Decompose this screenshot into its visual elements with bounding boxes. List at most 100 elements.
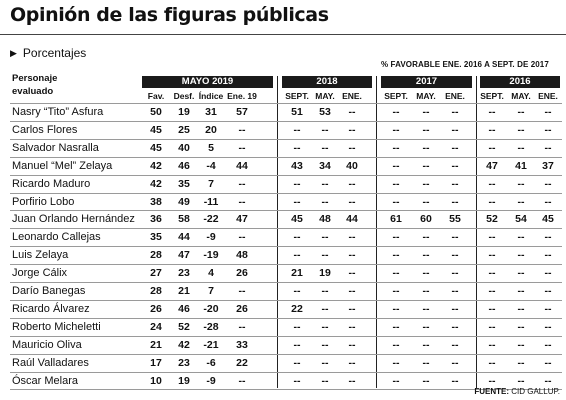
table-cell: 45	[150, 141, 162, 154]
column-header-0: Fav.	[147, 91, 165, 101]
column-header-10: SEPT.	[480, 91, 504, 101]
table-cell: 19	[319, 267, 331, 280]
group-header-1: 2018	[282, 76, 372, 88]
column-header-4: SEPT.	[285, 91, 309, 101]
row-header-line-2: evaluado	[12, 86, 54, 97]
table-cell: --	[392, 195, 400, 208]
table-cell: --	[422, 267, 430, 280]
table-cell: 26	[236, 302, 248, 315]
table-cell: 20	[205, 123, 217, 136]
table-cell: --	[422, 177, 430, 190]
group-divider-1	[376, 76, 377, 388]
table-cell: --	[488, 285, 496, 297]
chart-title: Opinión de las figuras públicas	[10, 4, 329, 26]
table-cell: --	[293, 356, 301, 369]
group-divider-2	[476, 76, 477, 388]
table-cell: --	[517, 231, 525, 244]
table-cell: 23	[178, 267, 190, 280]
table-cell: --	[293, 374, 301, 387]
table-cell: 4	[208, 267, 214, 280]
table-cell: 47	[486, 159, 498, 172]
table-cell: 40	[178, 141, 190, 154]
table-cell: --	[544, 374, 552, 387]
table-cell: --	[517, 249, 525, 262]
table-cell: --	[517, 195, 525, 208]
table-cell: --	[517, 106, 525, 118]
person-name: Luis Zelaya	[12, 249, 69, 262]
table-cell: -19	[203, 249, 219, 262]
table-cell: --	[517, 356, 525, 369]
column-header-11: MAY.	[511, 91, 531, 101]
table-cell: 51	[291, 106, 303, 118]
table-cell: --	[451, 249, 459, 262]
table-cell: --	[348, 141, 356, 154]
table-cell: --	[422, 338, 430, 351]
table-cell: --	[488, 106, 496, 118]
table-cell: --	[321, 231, 329, 244]
table-cell: --	[321, 177, 329, 190]
person-name: Juan Orlando Hernández	[12, 213, 135, 226]
table-cell: 52	[178, 320, 190, 333]
table-cell: --	[348, 302, 356, 315]
person-name: Manuel “Mel” Zelaya	[12, 159, 113, 172]
table-cell: 19	[178, 106, 190, 118]
table-cell: --	[238, 141, 246, 154]
table-cell: --	[517, 123, 525, 136]
row-divider	[10, 371, 562, 373]
table-cell: --	[451, 356, 459, 369]
table-cell: --	[321, 320, 329, 333]
title-divider	[0, 34, 566, 35]
row-divider	[10, 228, 562, 230]
table-cell: --	[517, 302, 525, 315]
table-cell: 5	[208, 141, 214, 154]
group-header-2: 2017	[381, 76, 472, 88]
table-cell: --	[544, 338, 552, 351]
person-name: Nasry “Tito” Asfura	[12, 106, 104, 118]
table-cell: --	[348, 320, 356, 333]
table-cell: -9	[206, 231, 216, 244]
table-cell: 41	[515, 159, 527, 172]
table-cell: --	[488, 249, 496, 262]
table-cell: 40	[346, 159, 358, 172]
table-cell: --	[238, 374, 246, 387]
table-cell: --	[392, 177, 400, 190]
table-cell: 36	[150, 213, 162, 226]
table-cell: --	[422, 285, 430, 297]
table-cell: --	[451, 123, 459, 136]
table-cell: 24	[150, 320, 162, 333]
row-divider	[10, 192, 562, 194]
table-cell: --	[238, 195, 246, 208]
table-cell: --	[544, 195, 552, 208]
table-cell: 21	[291, 267, 303, 280]
table-cell: --	[422, 195, 430, 208]
table-cell: --	[392, 374, 400, 387]
table-cell: --	[422, 320, 430, 333]
table-cell: 42	[150, 177, 162, 190]
table-cell: --	[422, 374, 430, 387]
person-name: Darío Banegas	[12, 285, 86, 297]
table-cell: 42	[150, 159, 162, 172]
table-cell: --	[321, 249, 329, 262]
table-cell: --	[348, 195, 356, 208]
table-cell: --	[238, 177, 246, 190]
table-cell: --	[348, 338, 356, 351]
table-cell: 26	[150, 302, 162, 315]
subtitle: ▶ Porcentajes	[10, 46, 86, 60]
table-cell: --	[544, 141, 552, 154]
table-cell: --	[392, 141, 400, 154]
table-cell: -4	[206, 159, 216, 172]
person-name: Carlos Flores	[12, 123, 78, 136]
table-cell: --	[451, 159, 459, 172]
table-cell: --	[392, 123, 400, 136]
table-cell: 48	[236, 249, 248, 262]
person-name: Salvador Nasralla	[12, 141, 99, 154]
table-cell: --	[451, 141, 459, 154]
row-header: Personaje evaluado	[12, 72, 57, 98]
table-cell: --	[321, 195, 329, 208]
table-cell: --	[422, 249, 430, 262]
table-cell: 57	[236, 106, 248, 118]
column-header-2: Índice	[198, 91, 224, 101]
table-cell: --	[517, 338, 525, 351]
table-cell: --	[451, 302, 459, 315]
column-header-5: MAY.	[315, 91, 335, 101]
